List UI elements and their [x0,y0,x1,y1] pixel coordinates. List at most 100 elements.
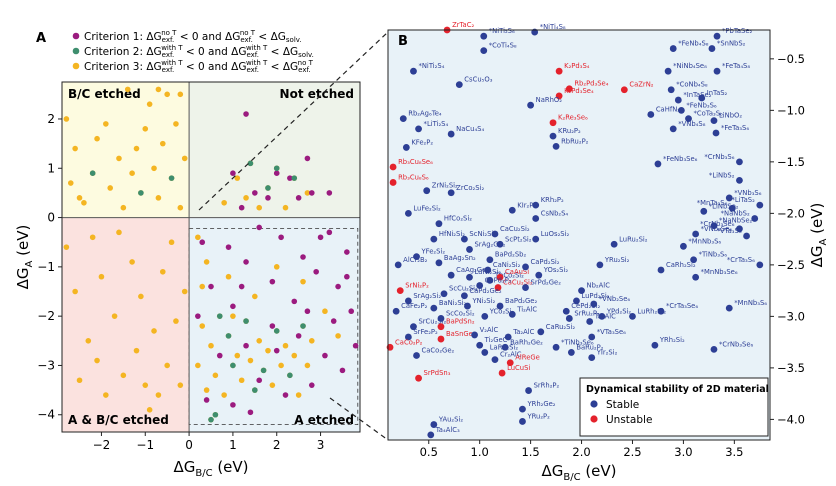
data-point [313,268,319,275]
data-point [562,307,570,315]
data-point [103,392,109,398]
data-point [713,67,721,75]
point-label: YCo₂Si₂ [489,307,515,315]
point-label: CaNi₂Si₂ [493,261,521,269]
point-label: LuFe₂Si₂ [413,204,441,212]
data-point [413,253,420,261]
plot-frame [387,29,771,441]
data-point [476,341,484,349]
point-label: LuRh₂Si₂ [637,307,666,315]
region-label: A & B/C etched [68,413,169,427]
plot-frame [61,81,361,433]
data-point [392,307,400,315]
data-point [330,318,337,324]
point-label: *CrNb₃Se₆ [719,340,754,348]
point-label: *NaNbS₂ [721,210,750,218]
data-point [471,331,478,339]
legend-marker [72,62,80,70]
data-point [111,313,118,319]
data-point [247,357,254,364]
data-point [159,140,166,147]
point-label: Ti₂AlC [516,305,537,313]
data-point [116,155,122,162]
data-point [238,377,245,384]
legend-label: Criterion 1: ΔGexf.no T < 0 and ΔGexf.no… [84,29,302,44]
data-point [532,235,540,243]
data-point [291,175,298,181]
data-point [273,165,280,172]
point-label: Rb₂Pd₃Se₄ [574,80,608,88]
data-point [404,333,412,341]
data-point [527,101,535,109]
point-label: *VNb₃S₆ [734,189,761,197]
data-point [352,342,359,349]
data-point [159,268,166,275]
point-label: InTaS₂ [707,89,728,97]
data-point [713,32,721,40]
data-point [142,126,149,132]
point-label: K₂Pd₃Se₄ [564,87,594,95]
data-point [291,298,298,305]
data-point [549,132,557,140]
data-point [273,264,280,270]
data-point [685,115,692,122]
point-label: LuCuSi [507,364,530,372]
data-point [291,352,298,359]
data-point [181,155,188,162]
data-point [680,242,687,250]
data-point [287,372,293,379]
point-label: YNi₂Si₂ [471,297,495,305]
data-point [447,189,455,197]
data-point [273,170,280,176]
data-point [586,318,594,325]
data-point [565,85,573,93]
point-label: *TiNb₃S₆ [699,251,728,259]
data-point [252,387,258,393]
data-point [486,276,494,284]
data-point [396,287,404,295]
point-label: *TiNb₃Se₆ [561,338,594,346]
point-label: YRu₂Si₂ [604,256,630,264]
point-label: CsNb₂S₄ [541,210,569,218]
data-point [464,302,471,310]
data-point [256,204,263,211]
data-point [203,397,210,403]
data-point [129,259,135,265]
data-point [480,32,488,40]
data-point [164,362,170,369]
y-tick-label: −2.0 [777,206,805,220]
data-point [496,273,504,281]
legend-label: Criterion 3: ΔGexf.with T < 0 and ΔGexf.… [84,59,314,74]
x-tick-label: 3 [317,438,325,452]
point-label: Rb₂Ag₆Te₄ [408,110,442,118]
data-point [496,240,504,248]
point-label: *CoNb₄S₈ [676,81,708,89]
data-point [326,190,333,196]
data-point [578,287,585,295]
data-point [265,185,271,191]
data-point [522,284,529,291]
data-point [230,313,236,319]
point-label: YPd₂Si₂ [606,307,631,315]
data-point [736,177,743,184]
point-label: YRh₂Si₂ [659,336,685,344]
data-point [435,220,443,228]
data-point [410,67,417,75]
point-label: AlCr₂B₂ [403,256,427,264]
data-point [725,304,733,312]
y-tick-label: −1 [37,260,55,274]
data-point [415,125,422,133]
point-label: CaPd₂Ge₂ [469,287,501,295]
data-point [410,323,417,331]
data-point [155,392,162,398]
data-point [199,283,206,290]
x-tick-label: 3.0 [674,445,692,459]
data-point [203,259,210,265]
point-label: RbRu₂P₂ [561,137,589,145]
region-a-bc-etched [62,217,190,432]
data-point [243,259,249,265]
data-point [486,256,494,264]
data-point [508,206,516,214]
y-tick-label: 2 [47,112,55,126]
data-point [72,145,78,152]
